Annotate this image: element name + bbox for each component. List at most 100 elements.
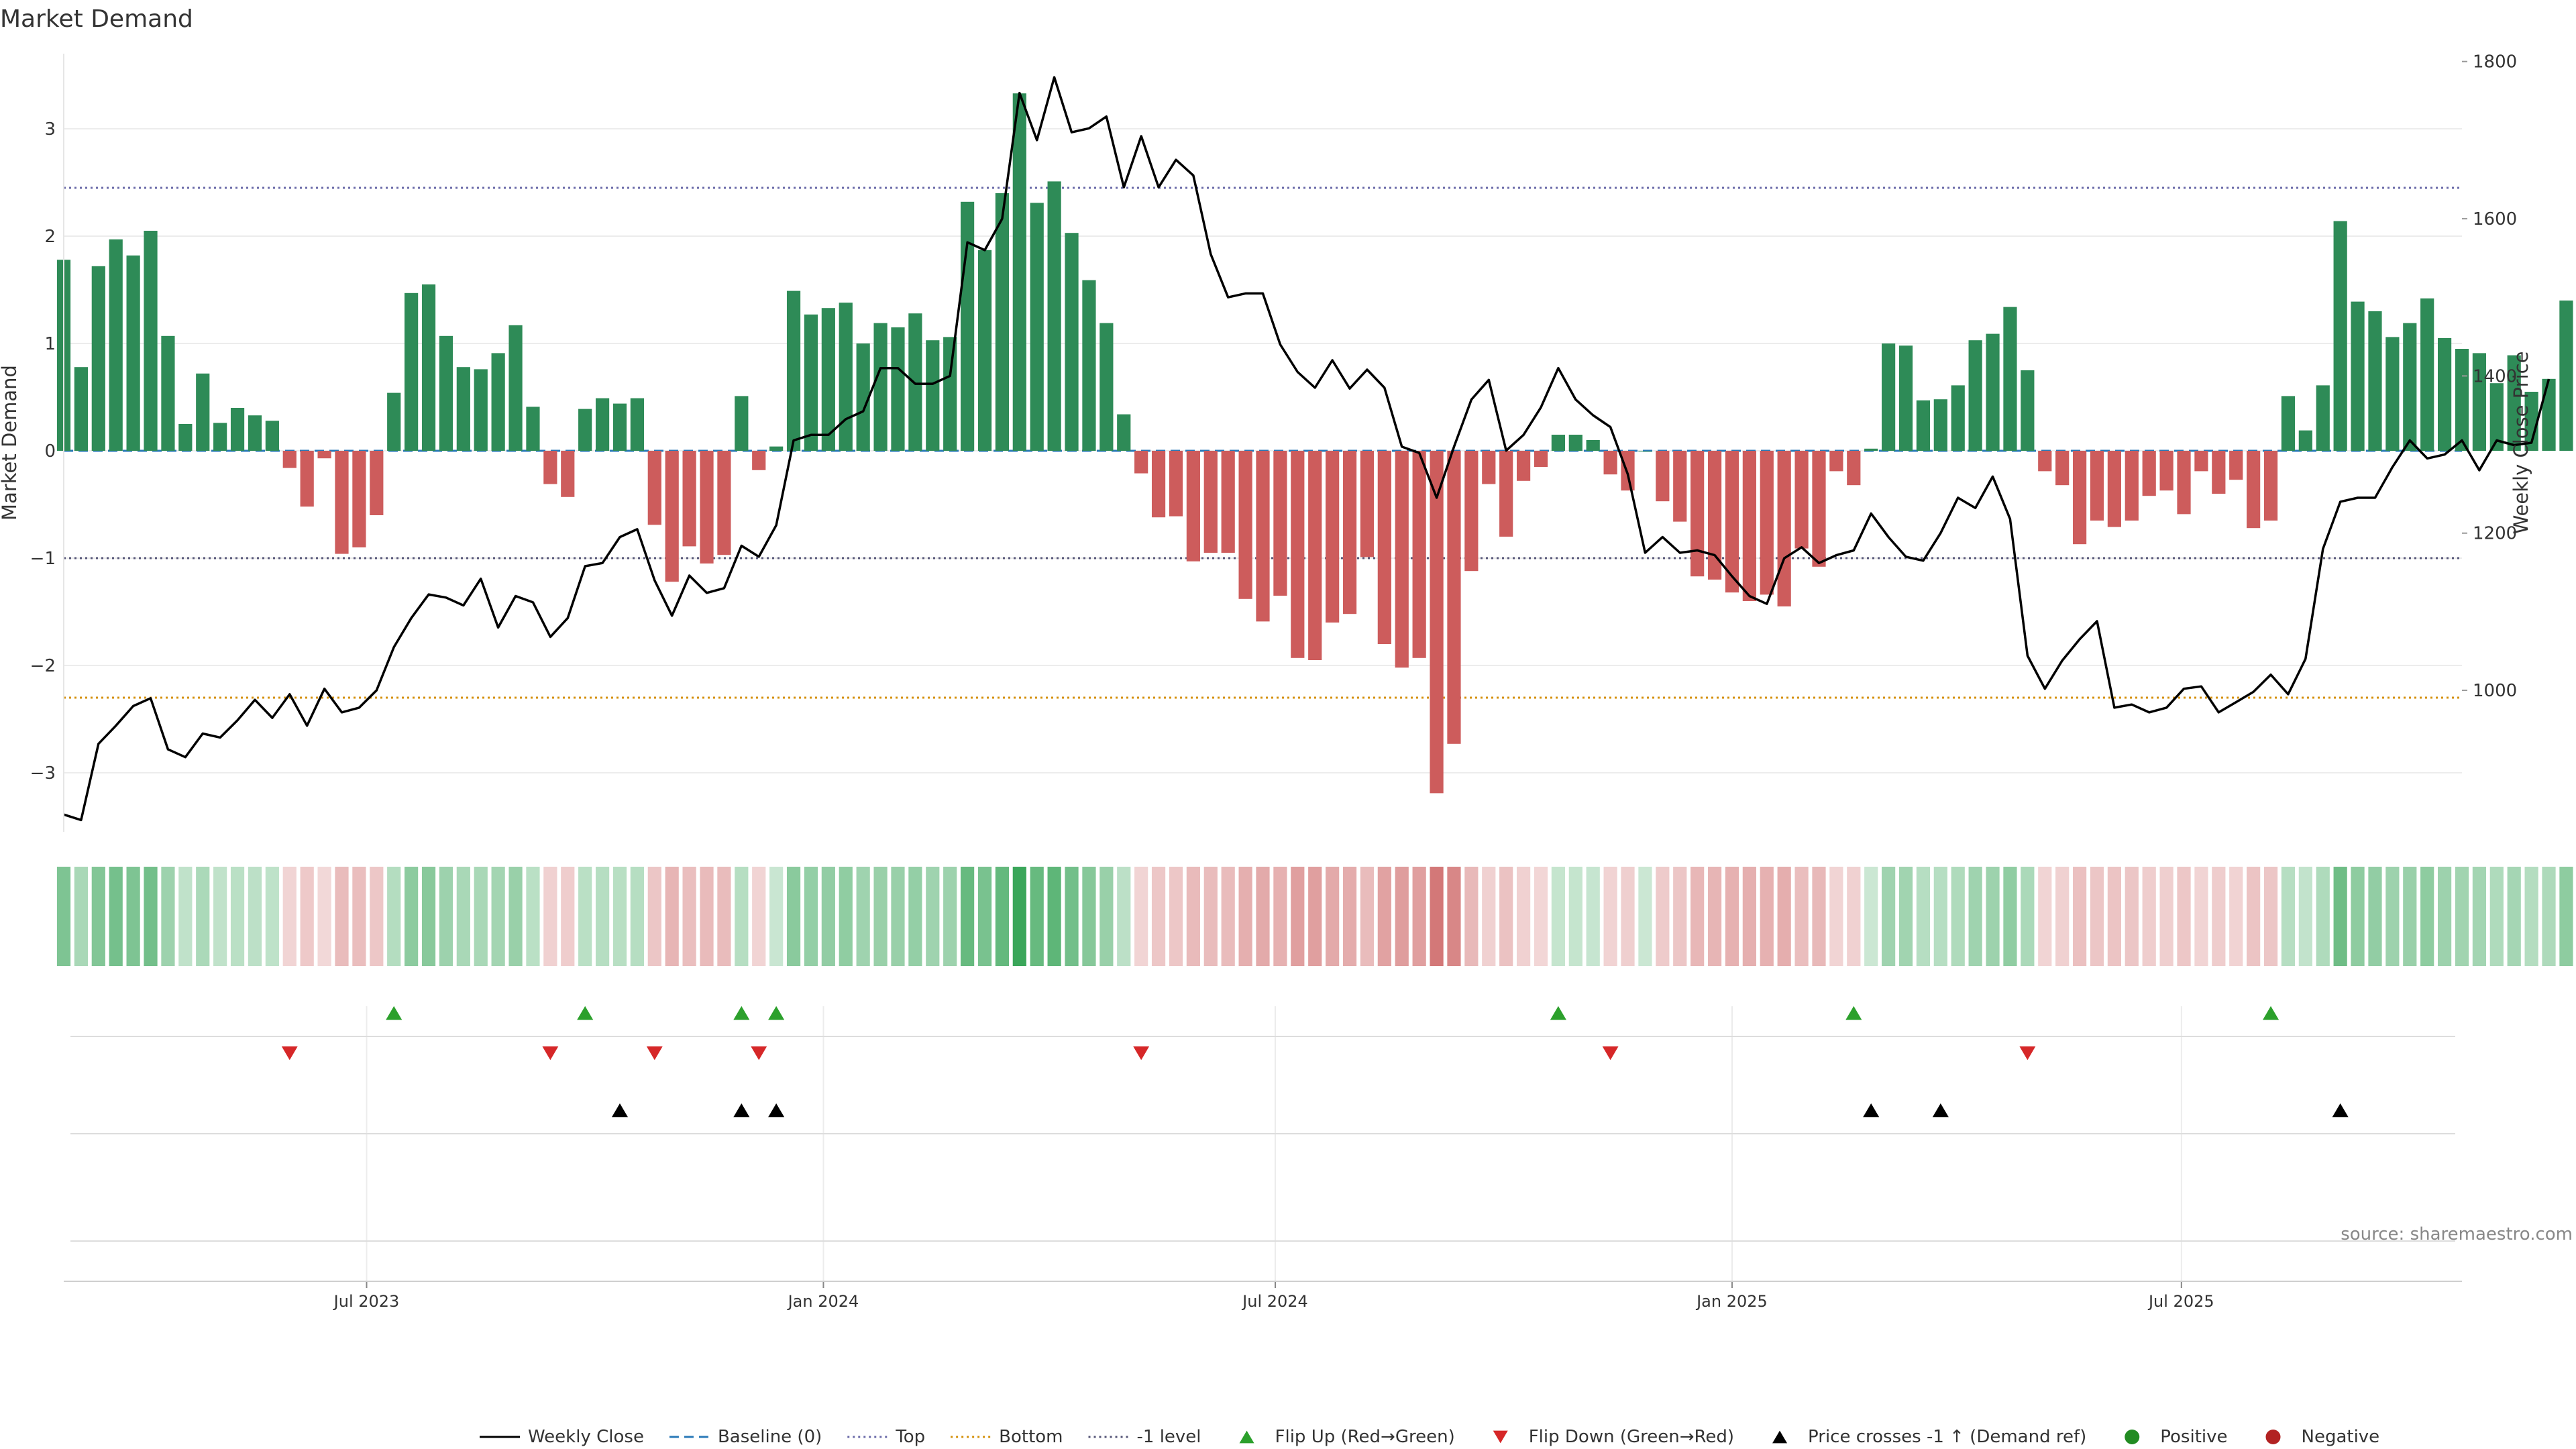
heat-cell	[2090, 867, 2104, 966]
demand-bar	[335, 451, 349, 554]
demand-bar	[1203, 451, 1218, 553]
heat-cell	[1065, 867, 1079, 966]
demand-bar	[2212, 451, 2226, 494]
legend-label: Flip Down (Green→Red)	[1529, 1427, 1734, 1447]
heat-cell	[630, 867, 644, 966]
heat-cell	[1673, 867, 1687, 966]
demand-bar	[1065, 233, 1079, 451]
heat-cell	[2385, 867, 2400, 966]
demand-bar	[1916, 400, 1931, 451]
heat-cell	[735, 867, 749, 966]
demand-bar	[474, 369, 488, 451]
heat-cell	[2125, 867, 2139, 966]
heat-cell	[1551, 867, 1566, 966]
heat-cell	[1151, 867, 1166, 966]
heat-cell	[960, 867, 975, 966]
heat-cell	[456, 867, 470, 966]
heat-cell	[213, 867, 227, 966]
heat-cell	[2455, 867, 2469, 966]
heat-cell	[2472, 867, 2487, 966]
flip-up-marker	[386, 1006, 402, 1020]
heat-cell	[1586, 867, 1600, 966]
y-tick-label-right: 1800	[2473, 52, 2517, 72]
heat-cell	[2263, 867, 2278, 966]
heat-cell	[1169, 867, 1183, 966]
demand-bar	[1430, 451, 1444, 794]
demand-bars	[56, 93, 2573, 794]
heat-cell	[2247, 867, 2261, 966]
heat-cell	[977, 867, 992, 966]
demand-bar	[1777, 451, 1791, 606]
y-tick-label: −2	[30, 656, 56, 676]
heat-cell	[1099, 867, 1114, 966]
demand-bar	[1794, 451, 1809, 549]
demand-bar	[1030, 203, 1044, 451]
heat-cell	[1030, 867, 1044, 966]
heat-cell	[1395, 867, 1409, 966]
y-tick-label-right: 1200	[2473, 524, 2517, 544]
demand-bar	[1760, 451, 1774, 595]
heat-cell	[1847, 867, 1861, 966]
heat-cell	[543, 867, 557, 966]
heat-cell	[1047, 867, 1061, 966]
gridlines	[64, 128, 2462, 1281]
heat-cell	[682, 867, 696, 966]
demand-bar	[1342, 451, 1357, 614]
legend-item: Positive	[2125, 1427, 2228, 1447]
heat-cell	[1464, 867, 1479, 966]
y-axis-label-right: Weekly Close Price	[2510, 352, 2532, 535]
demand-bar	[1151, 451, 1166, 518]
demand-bar	[74, 367, 89, 451]
heat-cell	[352, 867, 366, 966]
heat-cell	[126, 867, 140, 966]
heat-cell	[612, 867, 627, 966]
legend-swatch-tri-up	[1239, 1430, 1254, 1444]
demand-bar	[908, 313, 922, 451]
demand-bar	[1238, 451, 1252, 599]
heat-cell	[2142, 867, 2156, 966]
heat-cell	[178, 867, 193, 966]
heat-cell	[821, 867, 835, 966]
heat-cell	[2021, 867, 2035, 966]
heat-cell	[1707, 867, 1722, 966]
demand-bar	[491, 353, 505, 451]
heat-cell	[2420, 867, 2434, 966]
demand-bar	[1898, 345, 1913, 451]
demand-bar	[1812, 451, 1826, 567]
demand-bar	[526, 407, 540, 451]
demand-bar	[1968, 340, 1982, 451]
y-tick-label: 1	[44, 334, 56, 354]
x-tick-label: Jan 2024	[787, 1292, 859, 1311]
price-cross-marker	[768, 1103, 785, 1118]
legend-item: Flip Up (Red→Green)	[1239, 1427, 1455, 1447]
heat-cell	[2281, 867, 2296, 966]
legend-item: Weekly Close	[480, 1427, 644, 1447]
legend-label: -1 level	[1137, 1427, 1201, 1447]
heat-cell	[2316, 867, 2330, 966]
heat-cell	[526, 867, 540, 966]
x-tick-label: Jul 2025	[2147, 1292, 2214, 1311]
heat-cell	[1933, 867, 1947, 966]
demand-bar	[421, 284, 436, 451]
demand-bar	[873, 323, 888, 451]
heat-cell	[2333, 867, 2347, 966]
heat-cell	[1916, 867, 1931, 966]
demand-bar	[1464, 451, 1479, 572]
demand-bar	[317, 451, 331, 459]
heat-cell	[161, 867, 175, 966]
demand-bar	[995, 193, 1010, 451]
heat-cell	[1621, 867, 1635, 966]
demand-bar	[1169, 451, 1183, 517]
heat-cell	[1342, 867, 1357, 966]
demand-bar	[2107, 451, 2121, 527]
heat-cell	[1603, 867, 1617, 966]
demand-bar	[2247, 451, 2261, 529]
demand-bar	[752, 451, 766, 470]
demand-bar	[1951, 385, 1965, 451]
heat-cell	[856, 867, 870, 966]
price-cross-marker	[2332, 1103, 2349, 1118]
demand-bar	[2090, 451, 2104, 521]
demand-bar	[856, 343, 870, 451]
x-tick-label: Jul 2024	[1241, 1292, 1308, 1311]
demand-bar	[439, 335, 453, 451]
